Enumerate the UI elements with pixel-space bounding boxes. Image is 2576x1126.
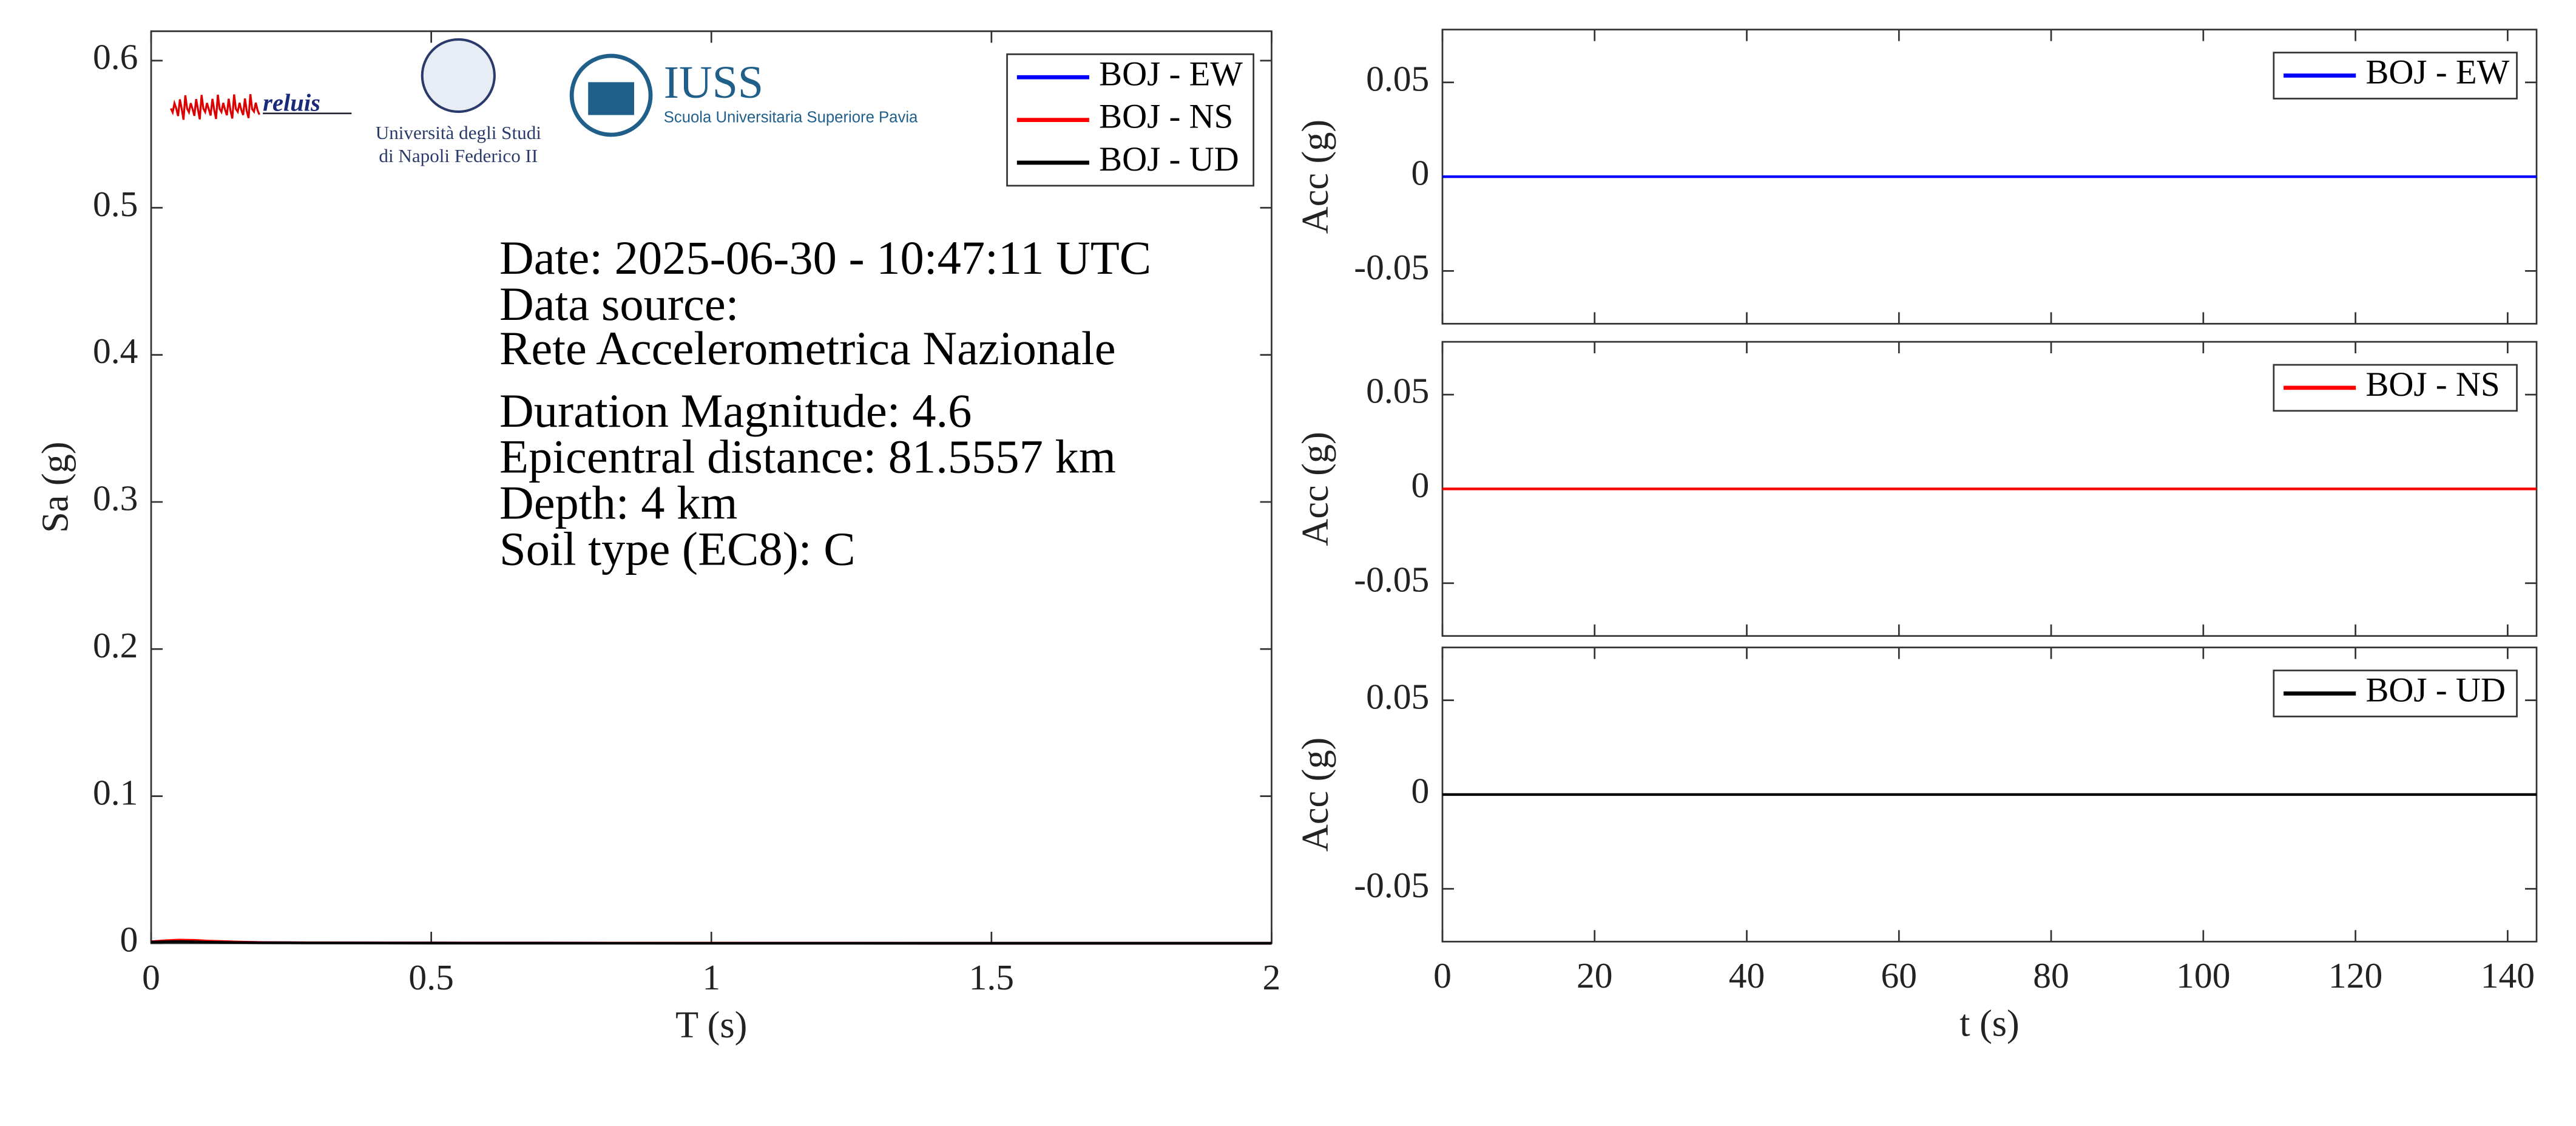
- x-tick-label: 120: [2328, 955, 2382, 995]
- y-tick-label: 0.1: [93, 772, 138, 812]
- y-tick-label: 0.05: [1366, 371, 1429, 411]
- x-tick-label: 140: [2481, 955, 2535, 995]
- legend-label: BOJ - EW: [2365, 53, 2509, 92]
- x-tick-label: 1: [702, 957, 720, 997]
- logo-emblem: [588, 82, 635, 115]
- x-tick-label: 0: [1433, 955, 1452, 995]
- y-axis-label: Acc (g): [1295, 432, 1336, 546]
- x-axis-label: t (s): [1959, 1003, 2020, 1044]
- y-tick-label: 0.6: [93, 37, 138, 77]
- annotation: Date: 2025-06-30 - 10:47:11 UTC: [499, 231, 1151, 284]
- y-axis-label: Acc (g): [1295, 120, 1336, 234]
- y-tick-label: 0.4: [93, 331, 138, 371]
- legend-label: BOJ - UD: [2365, 671, 2506, 710]
- y-tick-label: -0.05: [1354, 559, 1429, 599]
- annotation: Data source:: [499, 277, 739, 330]
- x-tick-label: 20: [1577, 955, 1613, 995]
- annotation: Depth: 4 km: [499, 477, 737, 529]
- y-tick-label: 0.2: [93, 625, 138, 665]
- y-axis-label: Acc (g): [1295, 738, 1336, 852]
- legend-label: BOJ - NS: [1099, 98, 1233, 136]
- y-tick-label: 0.3: [93, 478, 138, 518]
- x-tick-label: 100: [2176, 955, 2230, 995]
- logo-text: di Napoli Federico II: [379, 145, 538, 166]
- logo-text: IUSS: [664, 57, 763, 108]
- annotation: Duration Magnitude: 4.6: [499, 384, 972, 437]
- annotation: Rete Accelerometrica Nazionale: [499, 322, 1116, 375]
- x-tick-label: 40: [1729, 955, 1765, 995]
- y-tick-label: 0: [1411, 465, 1430, 505]
- y-tick-label: 0.05: [1366, 58, 1429, 98]
- annotation: Soil type (EC8): C: [499, 522, 856, 575]
- y-tick-label: 0: [1411, 771, 1430, 811]
- logo-seal: [421, 38, 496, 114]
- y-tick-label: 0.5: [93, 184, 138, 224]
- y-tick-label: 0.05: [1366, 676, 1429, 716]
- y-tick-label: -0.05: [1354, 865, 1429, 905]
- x-axis-label: T (s): [675, 1005, 747, 1046]
- series-line: [151, 940, 1272, 945]
- x-tick-label: 2: [1263, 957, 1281, 997]
- x-tick-label: 1.5: [969, 957, 1014, 997]
- logo-text: Scuola Universitaria Superiore Pavia: [664, 109, 918, 126]
- logo-text: reluis: [263, 89, 320, 117]
- x-tick-label: 60: [1881, 955, 1918, 995]
- y-tick-label: 0: [1411, 153, 1430, 193]
- x-tick-label: 0: [142, 957, 160, 997]
- legend-label: BOJ - NS: [2365, 365, 2500, 404]
- logo-text: Università degli Studi: [376, 122, 542, 143]
- legend-label: BOJ - UD: [1099, 140, 1239, 178]
- legend-label: BOJ - EW: [1099, 55, 1243, 93]
- x-tick-label: 80: [2033, 955, 2069, 995]
- x-tick-label: 0.5: [408, 957, 453, 997]
- annotation: Epicentral distance: 81.5557 km: [499, 430, 1116, 483]
- logo-wave: [170, 94, 260, 120]
- y-axis-label: Sa (g): [35, 441, 76, 532]
- legend-box: [2273, 670, 2518, 717]
- y-tick-label: 0: [120, 920, 138, 960]
- y-tick-label: -0.05: [1354, 247, 1429, 287]
